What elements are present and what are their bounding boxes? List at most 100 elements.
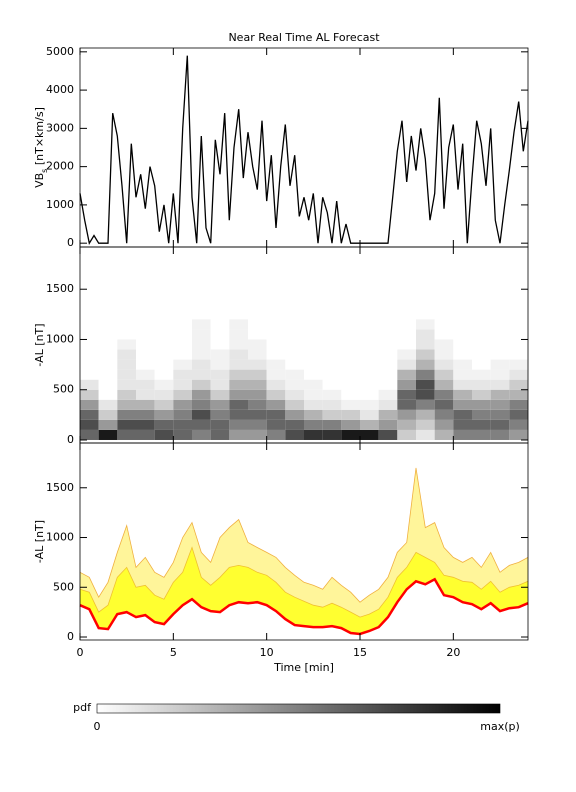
chart-title: Near Real Time AL Forecast — [228, 31, 380, 44]
pdf-cell — [360, 349, 379, 360]
pdf-cell — [173, 339, 192, 350]
pdf-cell — [378, 419, 398, 430]
band-edge — [79, 467, 529, 603]
pdf-cell — [453, 359, 472, 370]
y-tick-label: 500 — [53, 383, 74, 396]
pdf-cell — [117, 399, 136, 410]
pdf-cell — [192, 389, 211, 400]
pdf-cell — [341, 329, 360, 340]
pdf-cell — [117, 429, 136, 440]
pdf-cell — [266, 399, 286, 410]
pdf-cell — [173, 329, 192, 340]
pdf-cell — [210, 429, 230, 440]
y-tick-label: 0 — [67, 630, 74, 643]
pdf-cell — [80, 369, 99, 380]
pdf-cell — [397, 339, 416, 350]
pdf-cell — [136, 349, 155, 360]
pdf-cell — [397, 419, 416, 430]
pdf-cell — [117, 349, 136, 360]
y-tick-label: 0 — [67, 236, 74, 249]
pdf-cell — [285, 329, 304, 340]
pdf-cell — [322, 339, 342, 350]
pdf-cell — [304, 429, 323, 440]
median-line — [79, 577, 529, 636]
pdf-cell — [472, 339, 491, 350]
y-axis-label: -AL [nT] — [33, 520, 46, 563]
pdf-cell — [210, 379, 230, 390]
pdf-cell — [304, 349, 323, 360]
pdf-cell — [229, 339, 248, 350]
pdf-cell — [154, 429, 174, 440]
y-label-main: VB — [33, 173, 46, 188]
pdf-cell — [192, 319, 211, 330]
x-tick-label: 10 — [260, 646, 274, 659]
pdf-cell — [285, 399, 304, 410]
pdf-cell — [490, 429, 510, 440]
pdf-cell — [472, 369, 491, 380]
pdf-cell — [453, 389, 472, 400]
pdf-cell — [490, 389, 510, 400]
pdf-cell — [80, 409, 99, 420]
y-tick-label: 2000 — [46, 160, 74, 173]
x-tick-label: 5 — [170, 646, 177, 659]
pdf-cell — [416, 409, 435, 420]
pdf-cell — [285, 349, 304, 360]
pdf-cell — [490, 319, 510, 330]
band-area — [80, 547, 528, 634]
pdf-cell — [173, 429, 192, 440]
y-tick-label: 1000 — [46, 531, 74, 544]
pdf-cell — [304, 369, 323, 380]
pdf-cell — [490, 329, 510, 340]
pdf-cell — [453, 399, 472, 410]
pdf-cell — [472, 319, 491, 330]
pdf-cell — [229, 379, 248, 390]
pdf-cell — [378, 369, 398, 380]
pdf-cell — [285, 319, 304, 330]
pdf-cell — [98, 399, 118, 410]
pdf-cell — [509, 399, 528, 410]
pdf-cell — [80, 349, 99, 360]
pdf-cell — [117, 389, 136, 400]
pdf-cell — [266, 329, 286, 340]
pdf-cell — [322, 369, 342, 380]
pdf-cell — [341, 319, 360, 330]
pdf-cell — [397, 369, 416, 380]
pdf-cell — [434, 319, 454, 330]
pdf-cell — [322, 389, 342, 400]
x-tick-label: 15 — [353, 646, 367, 659]
pdf-cell — [378, 319, 398, 330]
pdf-cell — [434, 389, 454, 400]
pdf-cell — [266, 339, 286, 350]
pdf-cell — [229, 349, 248, 360]
y-tick-label: 1000 — [46, 332, 74, 345]
pdf-cell — [266, 379, 286, 390]
pdf-cell — [397, 389, 416, 400]
pdf-cell — [210, 389, 230, 400]
pdf-cell — [434, 359, 454, 370]
pdf-cell — [397, 319, 416, 330]
pdf-cell — [416, 349, 435, 360]
pdf-cell — [397, 349, 416, 360]
pdf-cell — [416, 419, 435, 430]
pdf-cell — [192, 359, 211, 370]
pdf-cell — [509, 389, 528, 400]
pdf-cell — [80, 429, 99, 440]
pdf-cell — [378, 329, 398, 340]
pdf-cell — [248, 319, 267, 330]
pdf-cell — [434, 399, 454, 410]
pdf-cell — [453, 319, 472, 330]
pdf-cell — [285, 339, 304, 350]
pdf-cell — [416, 329, 435, 340]
pdf-cell — [322, 329, 342, 340]
pdf-cell — [154, 409, 174, 420]
pdf-cell — [304, 329, 323, 340]
pdf-cell — [490, 339, 510, 350]
pdf-cell — [154, 419, 174, 430]
pdf-cell — [341, 339, 360, 350]
pdf-cell — [80, 319, 99, 330]
pdf-cell — [341, 409, 360, 420]
pdf-cell — [136, 319, 155, 330]
pdf-cell — [360, 419, 379, 430]
pdf-cell — [490, 359, 510, 370]
